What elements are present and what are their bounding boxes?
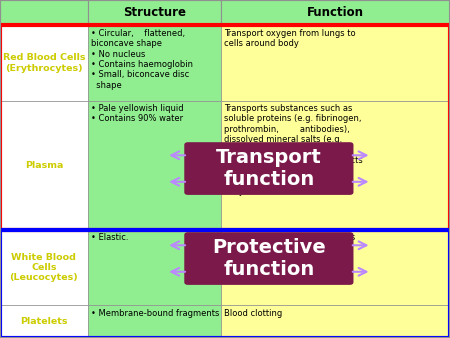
- Text: Transport oxygen from lungs to
cells around body: Transport oxygen from lungs to cells aro…: [224, 29, 356, 48]
- Bar: [0, 305, 88, 338]
- Bar: [88, 25, 220, 101]
- Text: Transports substances such as
soluble proteins (e.g. fibrinogen,
prothrombin,   : Transports substances such as soluble pr…: [224, 104, 362, 196]
- Text: Plasma: Plasma: [25, 161, 63, 170]
- Bar: [0, 230, 450, 338]
- Text: Platelets: Platelets: [20, 317, 68, 326]
- Text: Blood clotting: Blood clotting: [224, 309, 282, 318]
- Bar: [220, 305, 450, 338]
- Text: • Membrane-bound fragments: • Membrane-bound fragments: [91, 309, 219, 318]
- Text: Red Blood Cells
(Erythrocytes): Red Blood Cells (Erythrocytes): [3, 53, 85, 73]
- Text: Protective
function: Protective function: [212, 238, 326, 279]
- Text: • Elastic.: • Elastic.: [91, 233, 128, 242]
- Bar: [88, 305, 220, 338]
- Bar: [220, 101, 450, 230]
- Text: White Blood
Cells
(Leucocytes): White Blood Cells (Leucocytes): [9, 253, 78, 283]
- FancyBboxPatch shape: [184, 232, 354, 285]
- Bar: [0, 25, 88, 101]
- Text: • Circular,    flattened,
biconcave shape
• No nucleus
• Contains haemoglobin
• : • Circular, flattened, biconcave shape •…: [91, 29, 193, 90]
- FancyBboxPatch shape: [184, 142, 354, 195]
- Bar: [220, 0, 450, 25]
- Bar: [0, 25, 450, 230]
- Bar: [0, 101, 88, 230]
- Bar: [0, 0, 88, 25]
- Bar: [88, 0, 220, 25]
- Text: Function: Function: [307, 6, 364, 19]
- Bar: [220, 230, 450, 305]
- Text: Transport
function: Transport function: [216, 148, 322, 189]
- Text: Structure: Structure: [122, 6, 185, 19]
- Bar: [0, 230, 88, 305]
- Bar: [220, 25, 450, 101]
- Bar: [88, 230, 220, 305]
- Bar: [88, 101, 220, 230]
- Text: Defense body against diseases: Defense body against diseases: [224, 233, 355, 242]
- Text: • Pale yellowish liquid
• Contains 90% water: • Pale yellowish liquid • Contains 90% w…: [91, 104, 184, 123]
